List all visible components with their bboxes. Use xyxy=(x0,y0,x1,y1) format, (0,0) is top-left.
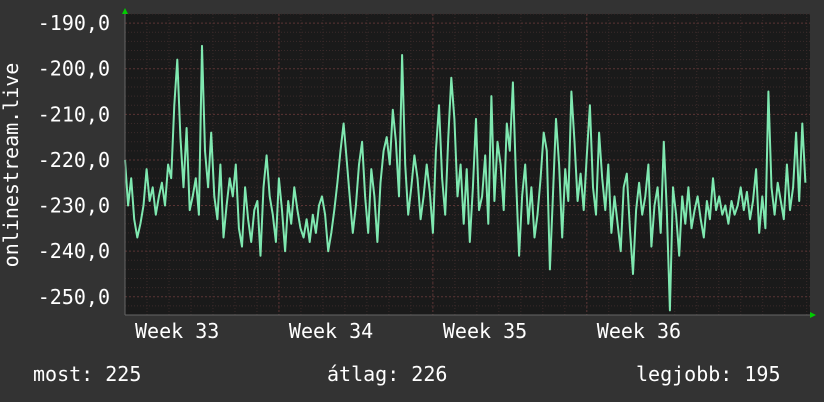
y-tick-label: -250,0 xyxy=(38,285,110,309)
x-tick-label: Week 35 xyxy=(443,319,527,343)
y-axis-ticks: -190,0 -200,0 -210,0 -220,0 -230,0 -240,0 -250… xyxy=(38,11,110,309)
y-tick-label: -190,0 xyxy=(38,11,110,35)
x-tick-label: Week 34 xyxy=(289,319,373,343)
y-tick-label: -220,0 xyxy=(38,148,110,172)
x-axis-arrow-icon xyxy=(810,312,816,318)
y-tick-label: -210,0 xyxy=(38,102,110,126)
stat-average: átlag: 226 xyxy=(327,362,448,386)
y-tick-label: -240,0 xyxy=(38,239,110,263)
x-axis-ticks: Week 33 Week 34 Week 35 Week 36 xyxy=(135,319,681,343)
stat-best: legjobb: 195 xyxy=(636,362,781,386)
y-axis-arrow-icon xyxy=(122,8,128,14)
stat-current: most: 225 xyxy=(33,362,142,386)
y-axis-label: onlinestream.live xyxy=(0,63,23,268)
y-tick-label: -230,0 xyxy=(38,194,110,218)
series-line xyxy=(124,44,807,312)
plot-area xyxy=(125,14,810,315)
y-tick-label: -200,0 xyxy=(38,57,110,81)
x-tick-label: Week 36 xyxy=(597,319,681,343)
x-tick-label: Week 33 xyxy=(135,319,219,343)
